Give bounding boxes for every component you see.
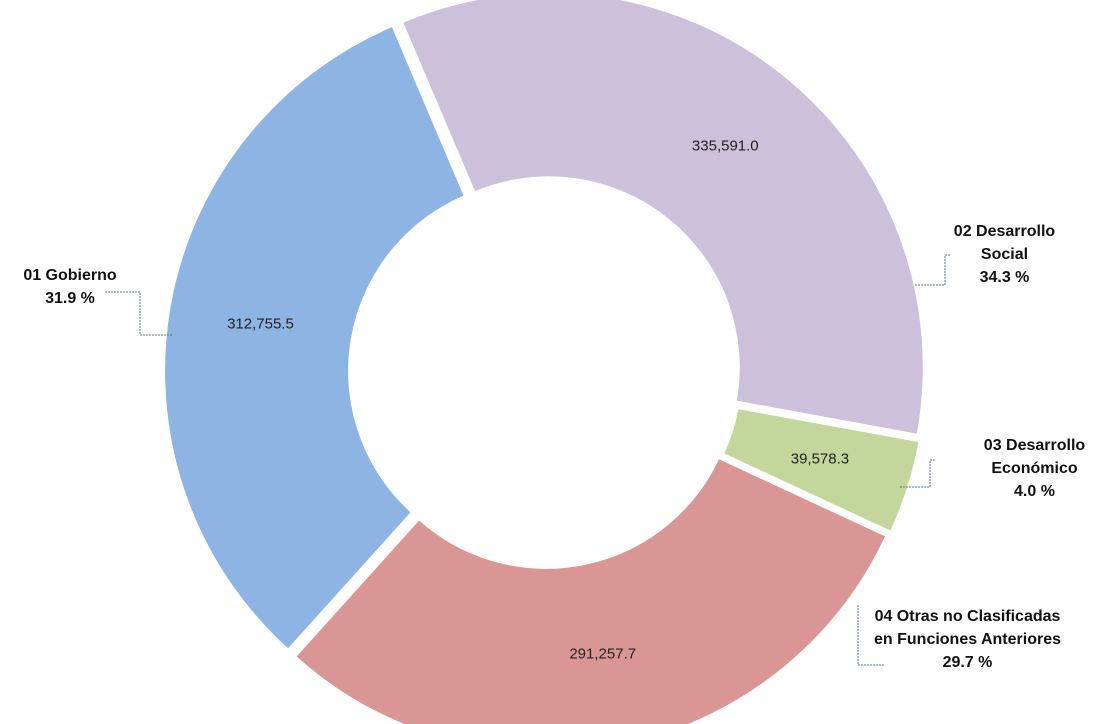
- donut-slice: [163, 24, 467, 652]
- leader-line: [915, 254, 950, 286]
- category-label: 02 Desarrollo Social 34.3 %: [942, 220, 1067, 289]
- percent-label: 31.9 %: [45, 290, 95, 307]
- leader-line: [857, 605, 885, 666]
- value-label: 335,591.0: [692, 138, 759, 155]
- donut-slice: [400, 0, 925, 436]
- value-label: 312,755.5: [227, 315, 294, 332]
- category-name: 01 Gobierno: [23, 267, 117, 284]
- percent-label: 4.0 %: [1014, 483, 1055, 500]
- value-label: 39,578.3: [791, 450, 849, 467]
- value-label: 291,257.7: [569, 646, 636, 663]
- donut-slice: [293, 456, 888, 724]
- category-label: 01 Gobierno 31.9 %: [0, 264, 140, 310]
- leader-line: [900, 459, 935, 488]
- leader-line: [105, 291, 172, 336]
- category-label: 03 Desarrollo Económico 4.0 %: [972, 434, 1096, 503]
- category-label: 04 Otras no Clasificadas en Funciones An…: [870, 605, 1065, 674]
- category-name: 04 Otras no Clasificadas en Funciones An…: [874, 608, 1061, 648]
- percent-label: 34.3 %: [979, 269, 1030, 286]
- category-name: 03 Desarrollo Económico: [983, 437, 1086, 477]
- percent-label: 29.7 %: [942, 654, 993, 671]
- category-name: 02 Desarrollo Social: [953, 223, 1056, 263]
- donut-slice: [721, 406, 921, 534]
